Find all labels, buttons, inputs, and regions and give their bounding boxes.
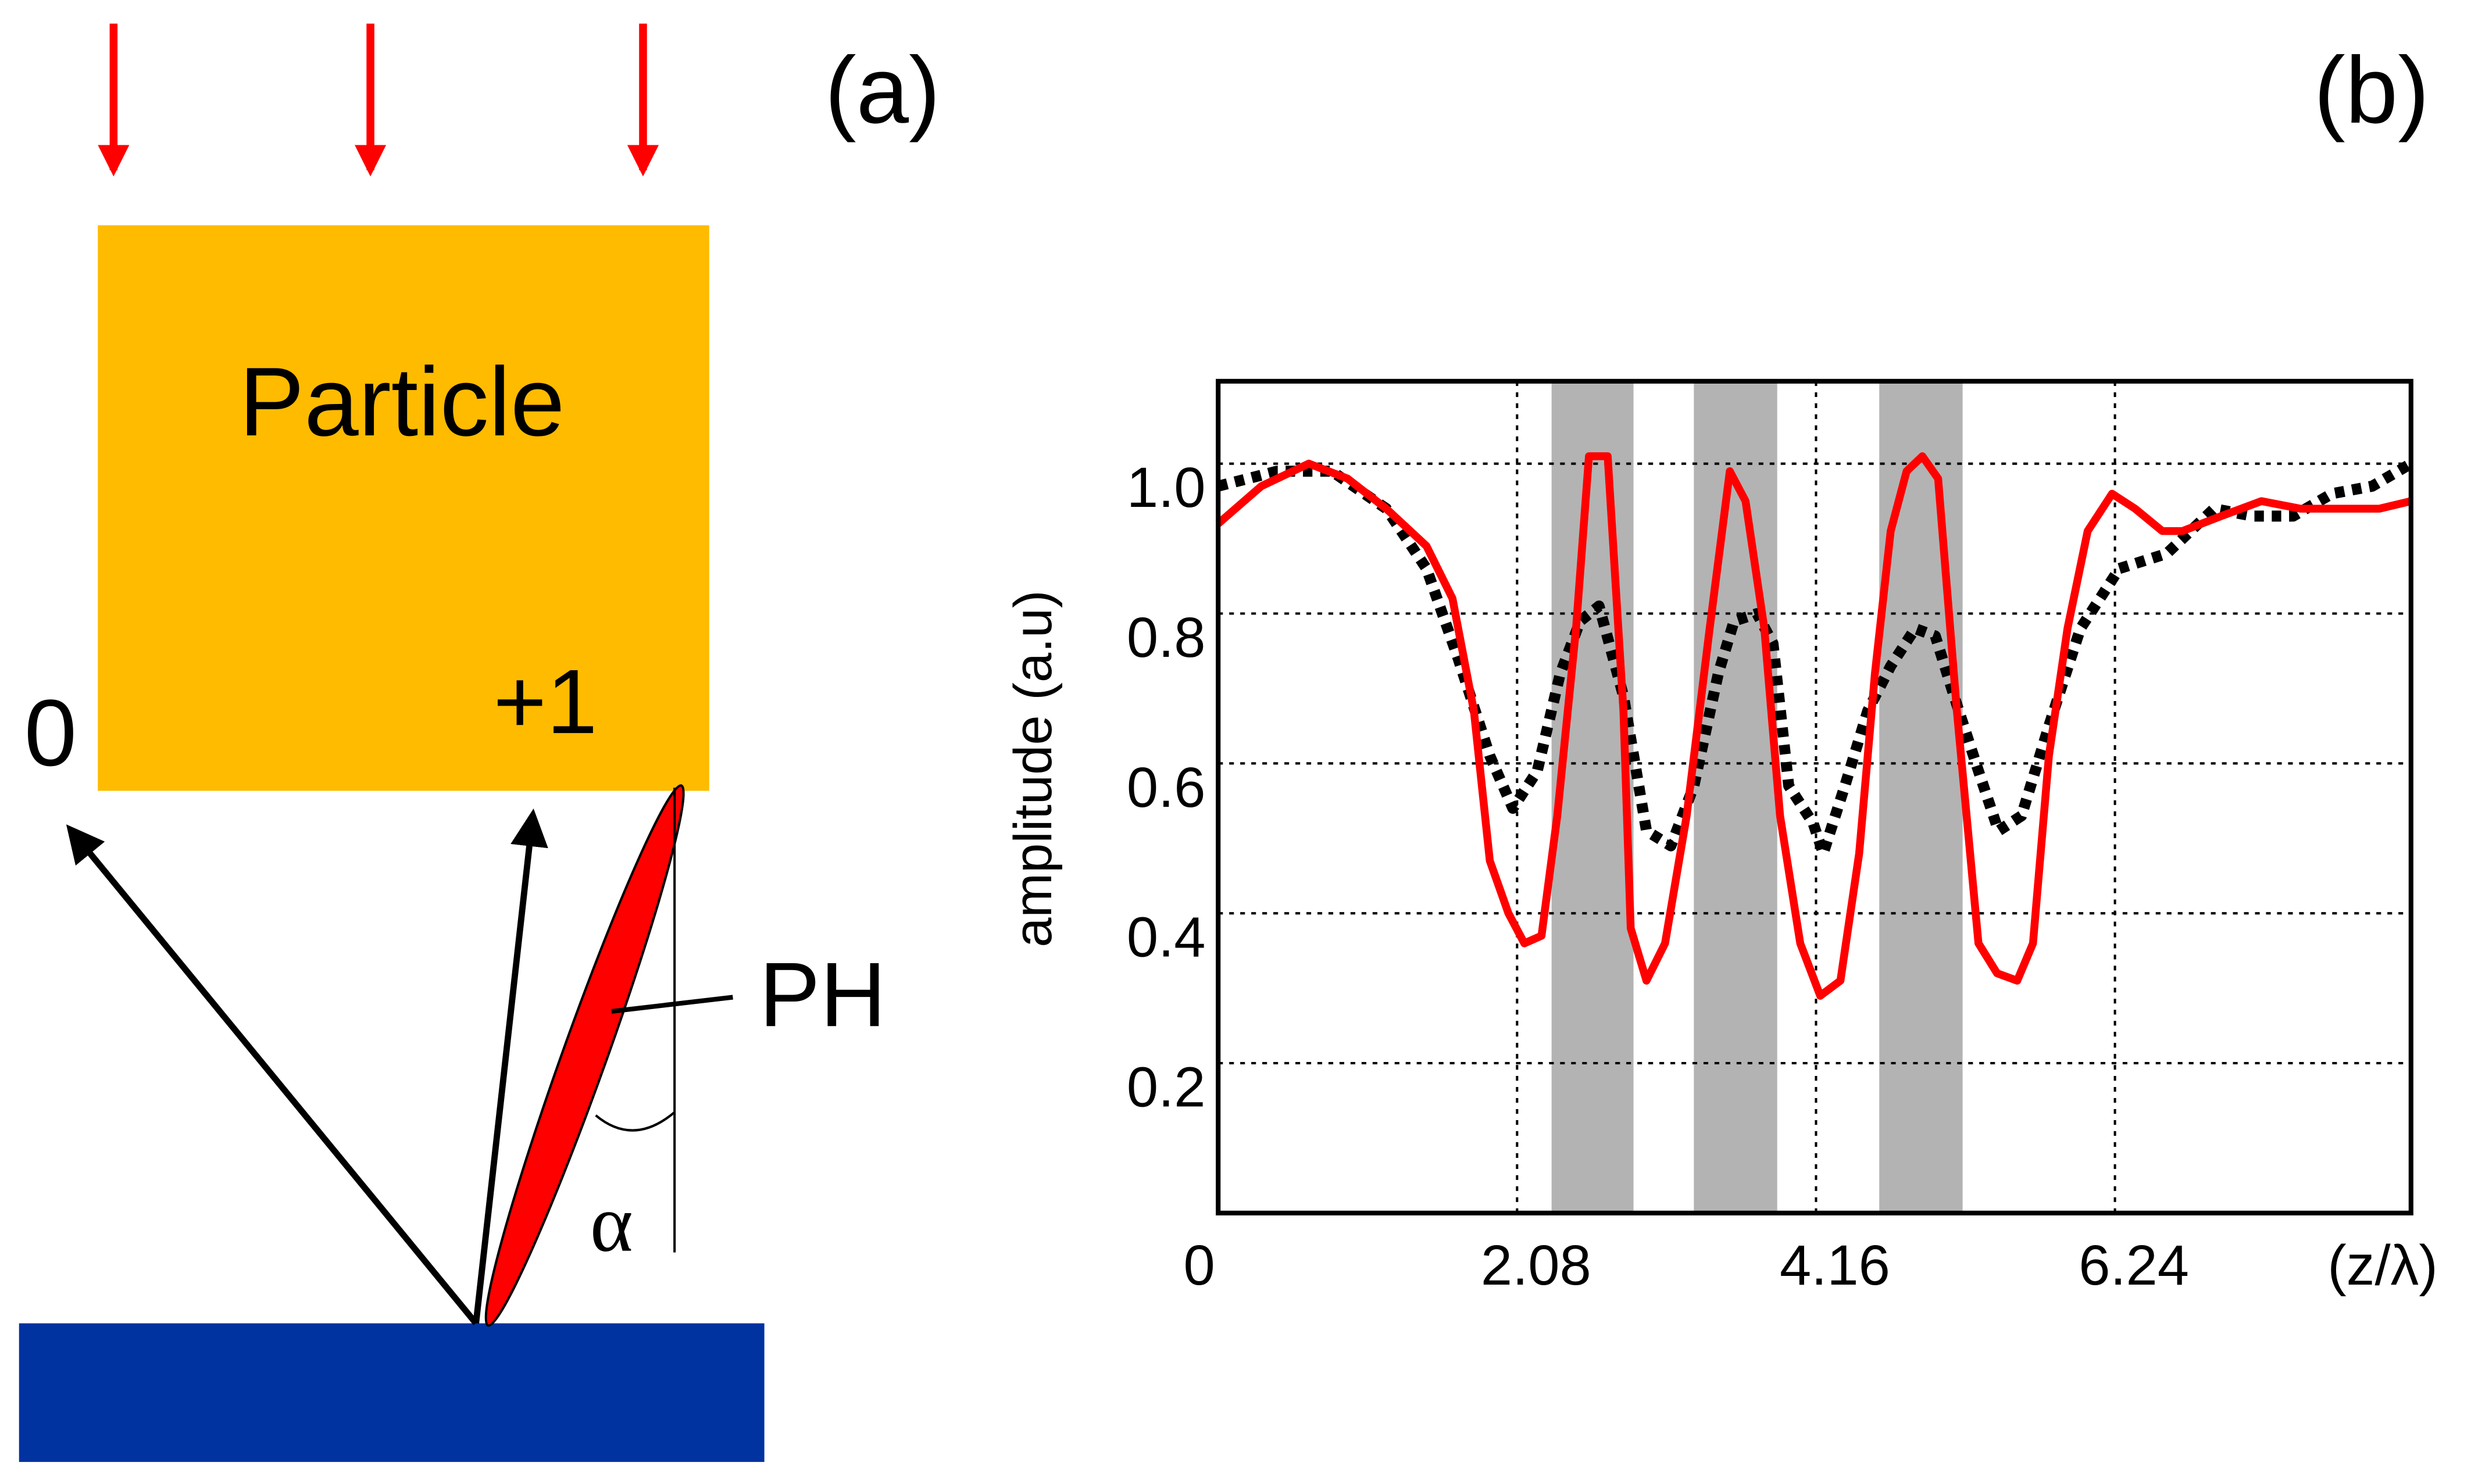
pillar bbox=[484, 784, 685, 1327]
diffraction-arrow bbox=[66, 824, 479, 1326]
y-tick-label: 0.4 bbox=[1127, 906, 1206, 969]
y-tick-label: 0.8 bbox=[1127, 606, 1206, 669]
diffraction-arrow bbox=[473, 808, 548, 1324]
series-line bbox=[1215, 452, 2412, 1000]
x-tick-label: 4.16 bbox=[1780, 1233, 1890, 1297]
particle bbox=[98, 225, 709, 791]
x-tick-label: 6.24 bbox=[2079, 1233, 2189, 1297]
leader-line bbox=[611, 995, 733, 1014]
panel-label: (a) bbox=[825, 38, 941, 143]
panel-label: (b) bbox=[2314, 38, 2430, 143]
x-tick-label: 0 bbox=[1184, 1233, 1215, 1297]
plot-frame bbox=[1216, 378, 2413, 1215]
x-tick-label: 2.08 bbox=[1481, 1233, 1591, 1297]
order-label: 0 bbox=[24, 681, 77, 786]
panel-b: (b) amplitude (a.u) (z/λ) 0.2 0.4 0.6 0.8 1.… bbox=[1003, 38, 2438, 1297]
particle-label: Particle bbox=[239, 347, 565, 456]
shaded-band bbox=[1879, 381, 1963, 1213]
angle-arc bbox=[595, 1111, 676, 1132]
y-axis-label: amplitude (a.u) bbox=[1003, 590, 1063, 947]
shaded-band bbox=[1551, 381, 1634, 1213]
ph-label: PH bbox=[759, 944, 886, 1046]
substrate bbox=[19, 1323, 765, 1462]
y-tick-label: 0.6 bbox=[1127, 756, 1206, 819]
shaded-band bbox=[1694, 381, 1777, 1213]
series-line bbox=[1216, 459, 2414, 859]
angle-label: α bbox=[590, 1178, 633, 1269]
y-tick-label: 0.2 bbox=[1127, 1056, 1206, 1119]
panel-a: Particle +1 0 PH α (a) bbox=[19, 23, 941, 1462]
order-label: +1 bbox=[493, 651, 597, 753]
x-axis-label: (z/λ) bbox=[2327, 1233, 2438, 1297]
y-tick-label: 1.0 bbox=[1127, 456, 1206, 519]
